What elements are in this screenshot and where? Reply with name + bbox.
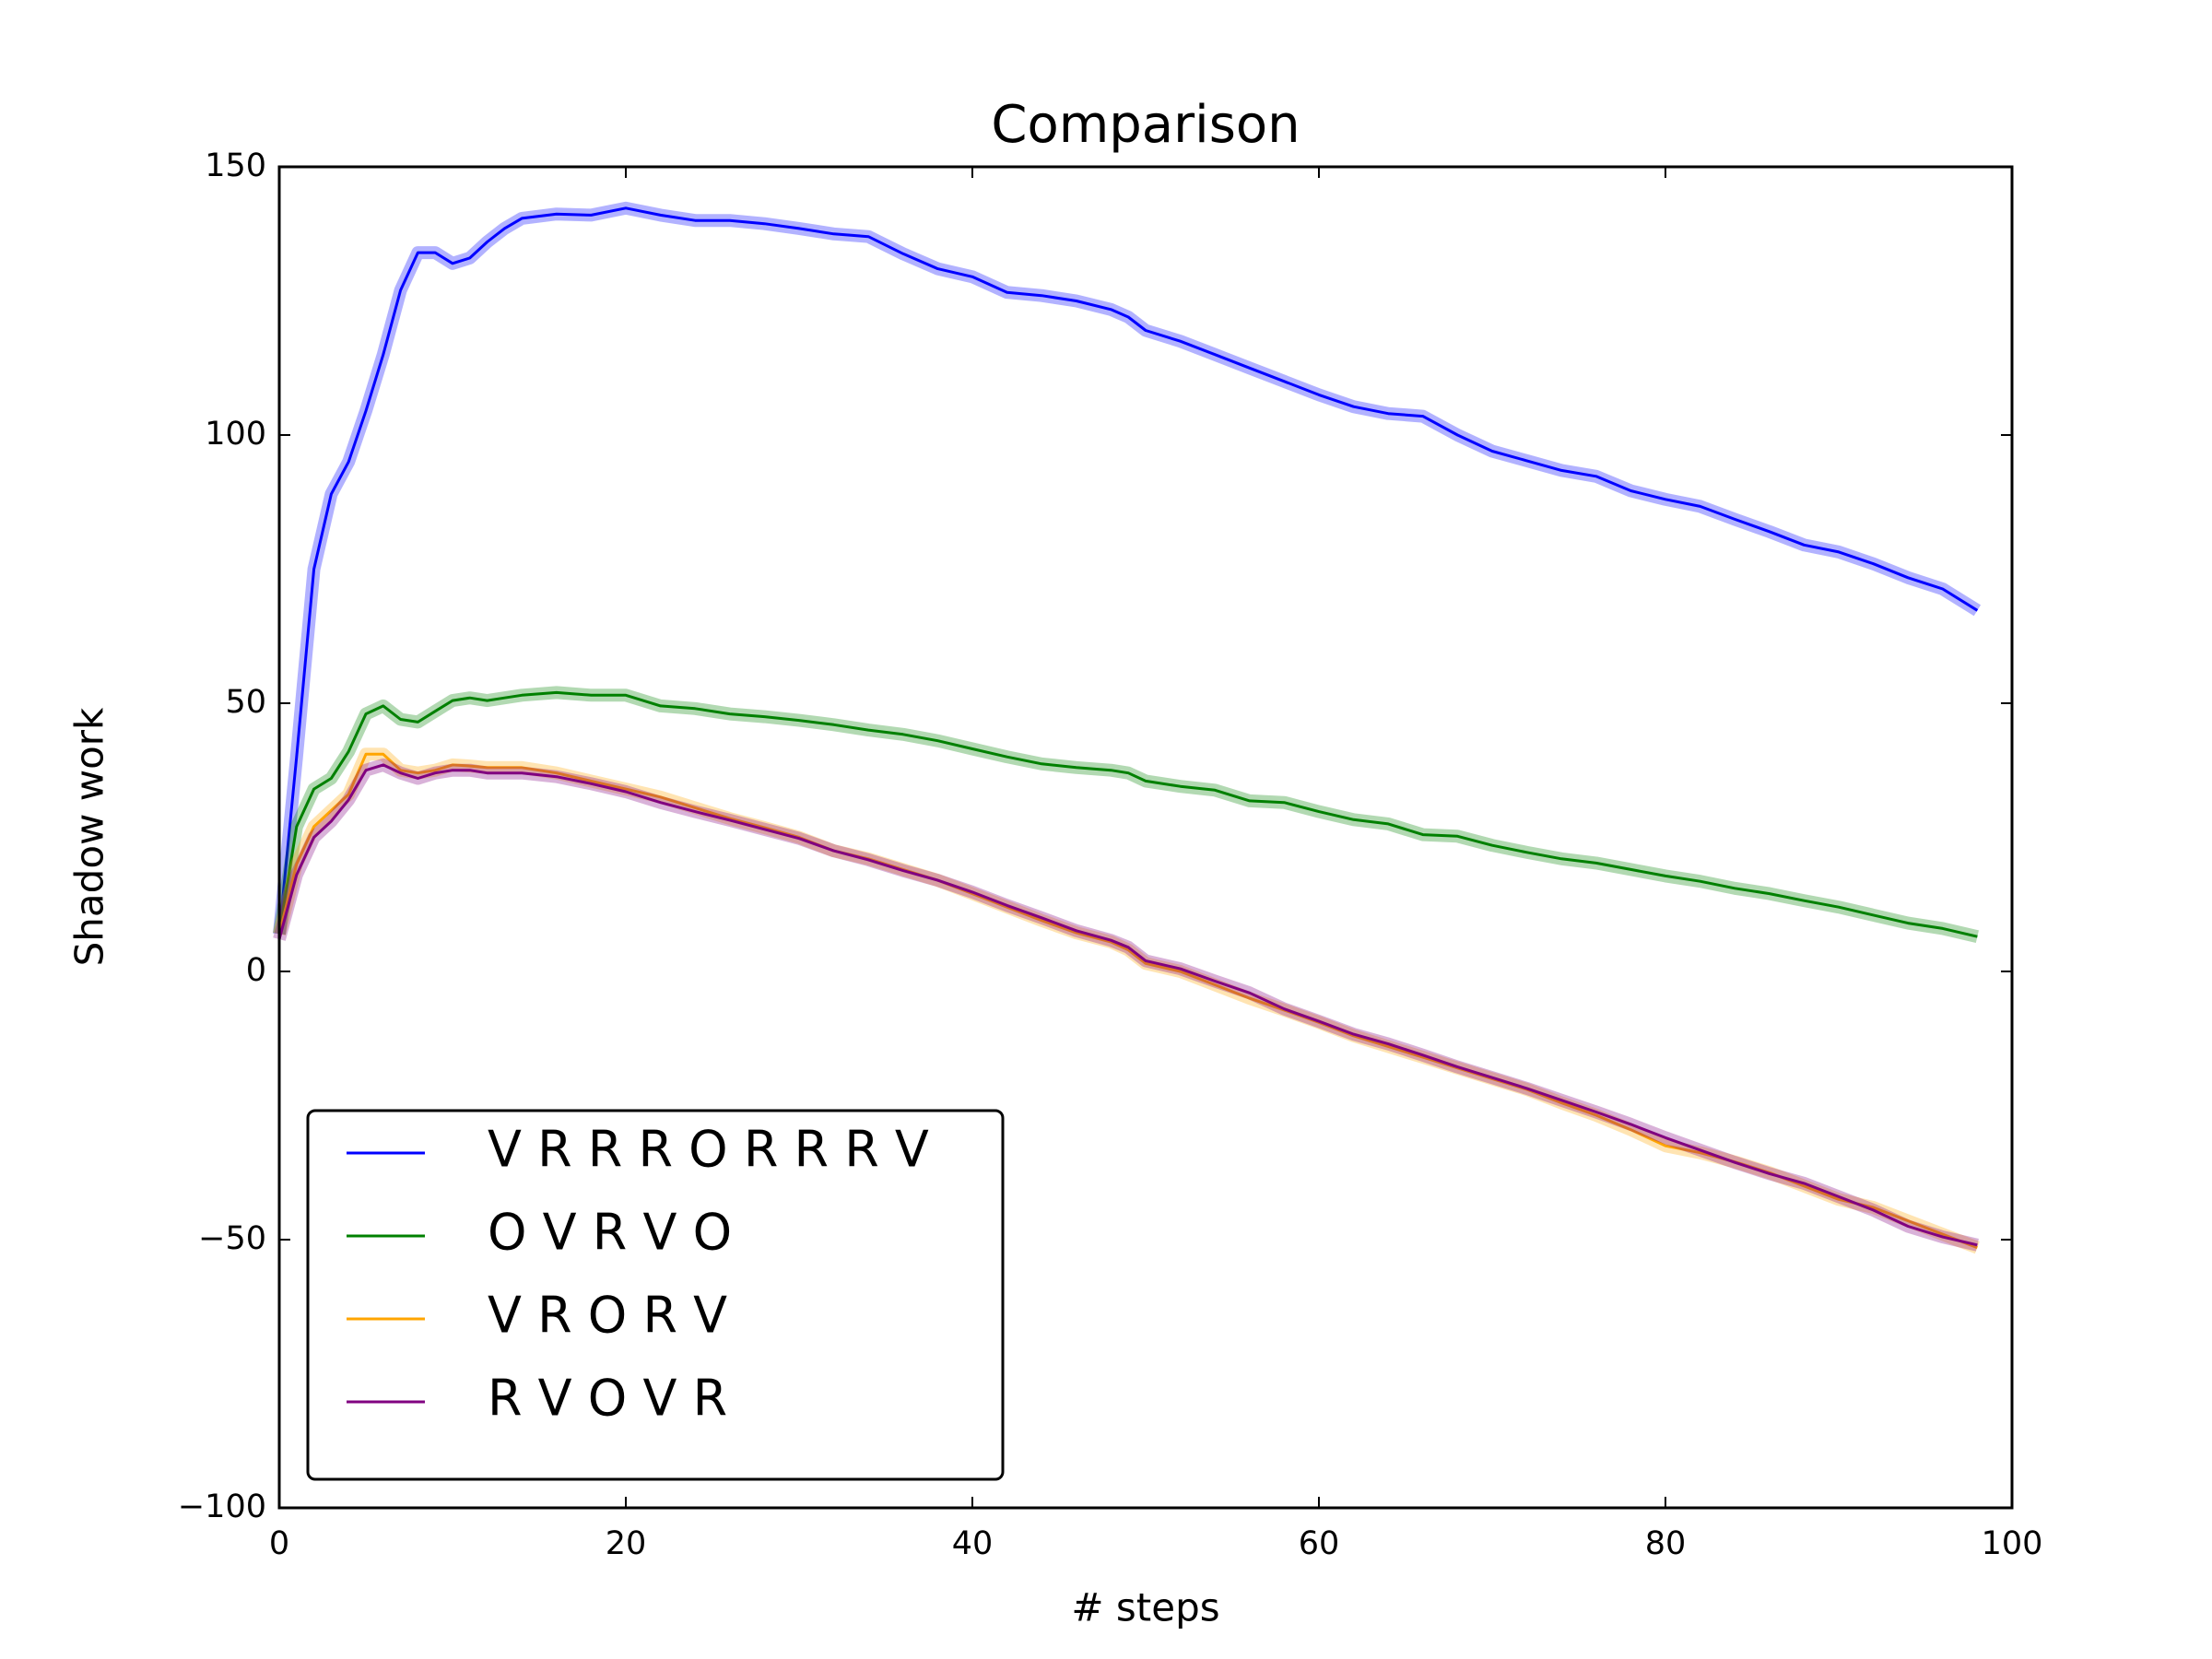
y-tick-label: −50 bbox=[198, 1220, 266, 1257]
x-tick-label: 20 bbox=[606, 1525, 647, 1562]
legend-label: V R R R O R R R V bbox=[488, 1121, 929, 1179]
plot-frame bbox=[277, 165, 2014, 1510]
y-tick-label: 0 bbox=[246, 952, 266, 989]
legend-box bbox=[306, 1109, 1005, 1481]
x-tick-label: 80 bbox=[1645, 1525, 1687, 1562]
x-axis-label: # steps bbox=[1071, 1585, 1219, 1630]
series-line bbox=[277, 763, 1978, 1247]
legend: V R R R O R R R V O V R V O V R O R V R V O… bbox=[306, 1109, 1005, 1481]
series-band bbox=[273, 686, 1979, 944]
x-tick-label: 0 bbox=[269, 1525, 289, 1562]
y-tick-label: 50 bbox=[225, 684, 266, 721]
series-line bbox=[277, 690, 1978, 938]
legend-label: R V O V R bbox=[488, 1370, 727, 1428]
y-tick-label: −100 bbox=[178, 1488, 266, 1525]
x-tick-label: 40 bbox=[952, 1525, 994, 1562]
y-tick-label: 100 bbox=[205, 416, 266, 453]
series-line bbox=[277, 206, 1979, 935]
legend-label: V R O R V bbox=[488, 1287, 727, 1345]
series-line bbox=[277, 752, 1978, 1250]
chart-title: Comparison bbox=[991, 95, 1300, 155]
x-tick-label: 100 bbox=[1982, 1525, 2043, 1562]
y-axis-label: Shadow work bbox=[67, 707, 112, 966]
x-tick-label: 60 bbox=[1299, 1525, 1340, 1562]
y-tick-label: 150 bbox=[205, 147, 266, 184]
legend-label: O V R V O bbox=[488, 1204, 732, 1262]
